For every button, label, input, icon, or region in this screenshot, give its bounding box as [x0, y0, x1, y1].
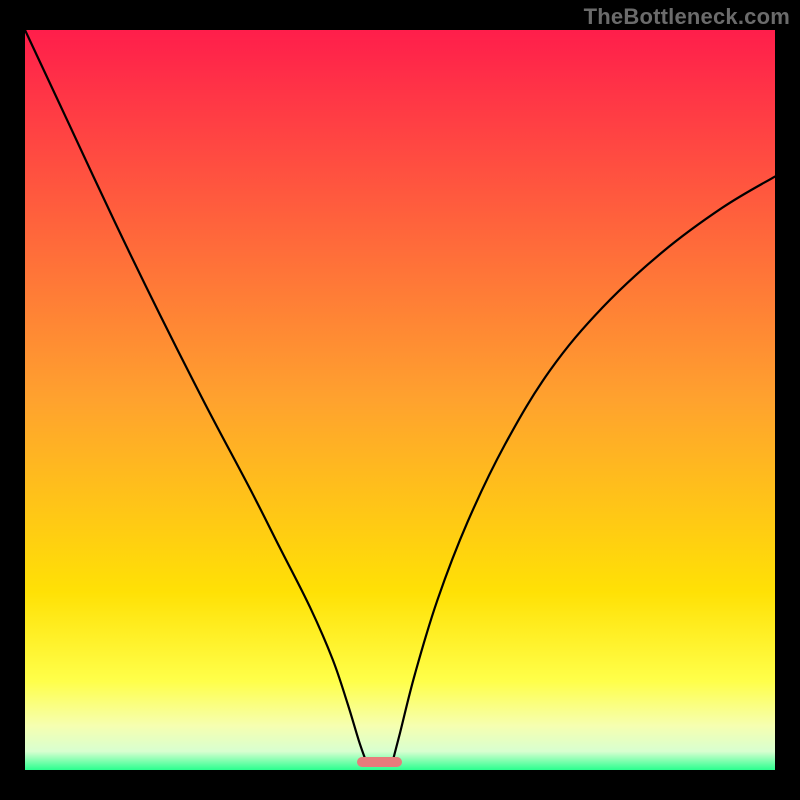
bottleneck-curve	[0, 0, 800, 800]
chart-container: TheBottleneck.com	[0, 0, 800, 800]
minimum-marker	[357, 757, 402, 767]
